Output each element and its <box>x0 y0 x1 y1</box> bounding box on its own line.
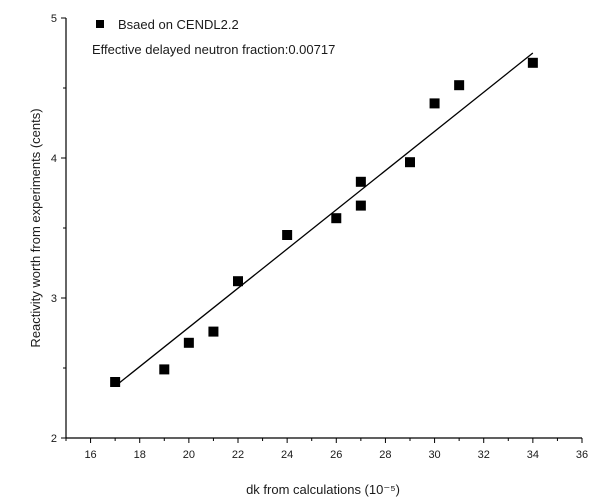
y-ticks: 2 3 4 5 <box>51 13 66 445</box>
x-tick-label: 30 <box>428 449 440 461</box>
x-tick-label: 36 <box>576 449 588 461</box>
y-tick-label: 3 <box>51 293 57 305</box>
data-point <box>282 230 293 240</box>
legend: Bsaed on CENDL2.2 <box>96 17 239 32</box>
x-tick-label: 22 <box>232 449 244 461</box>
legend-marker <box>96 20 104 28</box>
fit-line <box>114 52 534 387</box>
legend-label: Bsaed on CENDL2.2 <box>118 17 239 32</box>
x-ticks: 16 18 20 22 24 26 28 30 32 34 36 <box>65 438 588 461</box>
data-point <box>429 98 440 109</box>
data-points <box>110 57 538 387</box>
x-tick-label: 26 <box>330 449 342 461</box>
data-point <box>355 200 366 211</box>
annotation-text: Effective delayed neutron fraction:0.007… <box>92 42 335 57</box>
x-tick-label: 18 <box>134 449 146 461</box>
x-tick-label: 34 <box>527 449 539 461</box>
y-tick-label: 2 <box>51 433 57 445</box>
data-point <box>355 176 366 187</box>
x-tick-label: 28 <box>379 449 391 461</box>
data-point <box>331 213 342 224</box>
data-point <box>110 377 121 387</box>
data-point <box>405 157 415 168</box>
data-point <box>233 276 243 287</box>
x-axis-title: dk from calculations (10⁻⁵) <box>246 482 400 497</box>
data-point <box>183 337 194 348</box>
x-tick-label: 24 <box>281 449 293 461</box>
data-point <box>454 80 465 91</box>
x-tick-label: 32 <box>478 449 490 461</box>
data-point <box>159 364 170 375</box>
x-tick-label: 20 <box>183 449 195 461</box>
x-tick-label: 16 <box>84 449 96 461</box>
y-tick-label: 5 <box>51 13 57 25</box>
data-point <box>527 57 538 68</box>
y-axis-title: Reactivity worth from experiments (cents… <box>28 108 43 347</box>
data-point <box>208 326 219 337</box>
y-tick-label: 4 <box>51 153 57 165</box>
